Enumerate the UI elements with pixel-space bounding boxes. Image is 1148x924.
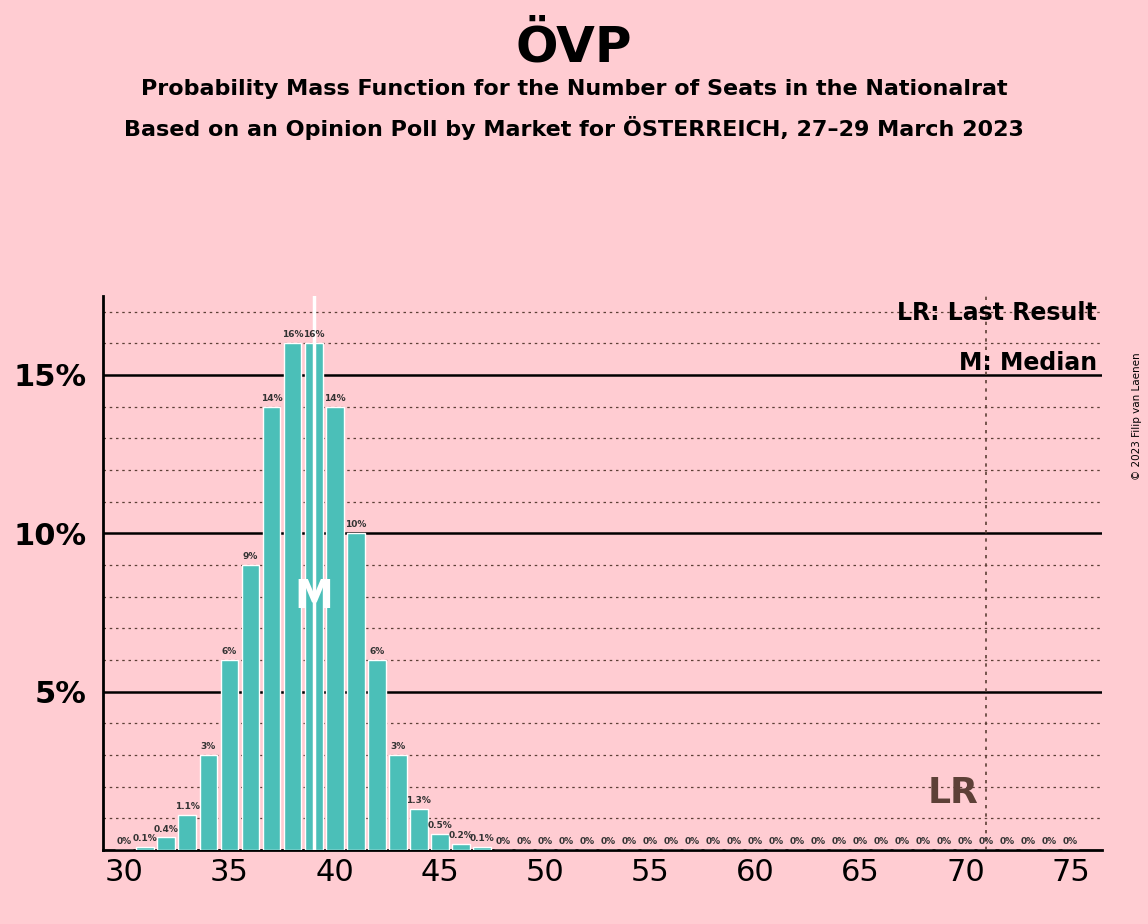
Text: 0.1%: 0.1% [133,834,157,843]
Bar [157,837,176,850]
Text: 3%: 3% [201,742,216,751]
Text: 6%: 6% [369,647,385,656]
Text: 0.2%: 0.2% [449,831,473,840]
Text: 0%: 0% [916,837,931,846]
Text: 0%: 0% [957,837,974,846]
Text: 0%: 0% [517,837,532,846]
Text: 1.3%: 1.3% [406,796,432,805]
Text: © 2023 Filip van Laenen: © 2023 Filip van Laenen [1132,352,1142,480]
Text: 0%: 0% [600,837,615,846]
Text: 0%: 0% [810,837,825,846]
Text: 0%: 0% [495,837,511,846]
Bar [304,343,323,850]
Bar [347,533,365,850]
Bar [220,660,239,850]
Bar [326,407,343,850]
Text: 0%: 0% [706,837,721,846]
Text: 0.4%: 0.4% [154,824,179,833]
Text: 16%: 16% [281,331,303,339]
Text: 10%: 10% [344,520,366,529]
Bar [137,847,154,850]
Text: 3%: 3% [390,742,405,751]
Text: 0%: 0% [621,837,636,846]
Text: 0%: 0% [727,837,742,846]
Text: 0%: 0% [664,837,678,846]
Text: 0%: 0% [790,837,805,846]
Bar [473,847,490,850]
Bar [389,755,406,850]
Text: 0%: 0% [874,837,889,846]
Text: 0%: 0% [894,837,910,846]
Text: 1.1%: 1.1% [174,802,200,811]
Text: Based on an Opinion Poll by Market for ÖSTERREICH, 27–29 March 2023: Based on an Opinion Poll by Market for Ö… [124,116,1024,140]
Text: 0%: 0% [1021,837,1035,846]
Text: 0%: 0% [643,837,658,846]
Text: 0%: 0% [979,837,994,846]
Text: 0%: 0% [684,837,699,846]
Text: M: M [294,578,333,615]
Bar [367,660,386,850]
Text: 16%: 16% [303,331,325,339]
Bar [452,844,470,850]
Bar [284,343,302,850]
Text: LR: Last Result: LR: Last Result [898,301,1097,325]
Text: 0%: 0% [580,837,595,846]
Text: 0%: 0% [1042,837,1057,846]
Text: LR: LR [928,776,978,810]
Text: 0%: 0% [769,837,784,846]
Text: Probability Mass Function for the Number of Seats in the Nationalrat: Probability Mass Function for the Number… [141,79,1007,99]
Text: 0%: 0% [937,837,952,846]
Text: 0%: 0% [558,837,574,846]
Text: 9%: 9% [243,553,258,561]
Text: 6%: 6% [222,647,238,656]
Bar [241,565,259,850]
Bar [200,755,217,850]
Text: 14%: 14% [324,394,346,403]
Bar [263,407,280,850]
Text: 0%: 0% [537,837,552,846]
Text: ÖVP: ÖVP [515,23,633,71]
Text: 0%: 0% [117,837,132,846]
Text: 0%: 0% [853,837,868,846]
Text: M: Median: M: Median [959,351,1097,375]
Bar [178,815,196,850]
Bar [410,808,428,850]
Text: 0%: 0% [1063,837,1078,846]
Text: 0.5%: 0.5% [427,821,452,831]
Text: 0%: 0% [1000,837,1015,846]
Text: 14%: 14% [261,394,282,403]
Text: 0%: 0% [831,837,847,846]
Bar [430,834,449,850]
Text: 0.1%: 0.1% [470,834,494,843]
Text: 0%: 0% [747,837,762,846]
